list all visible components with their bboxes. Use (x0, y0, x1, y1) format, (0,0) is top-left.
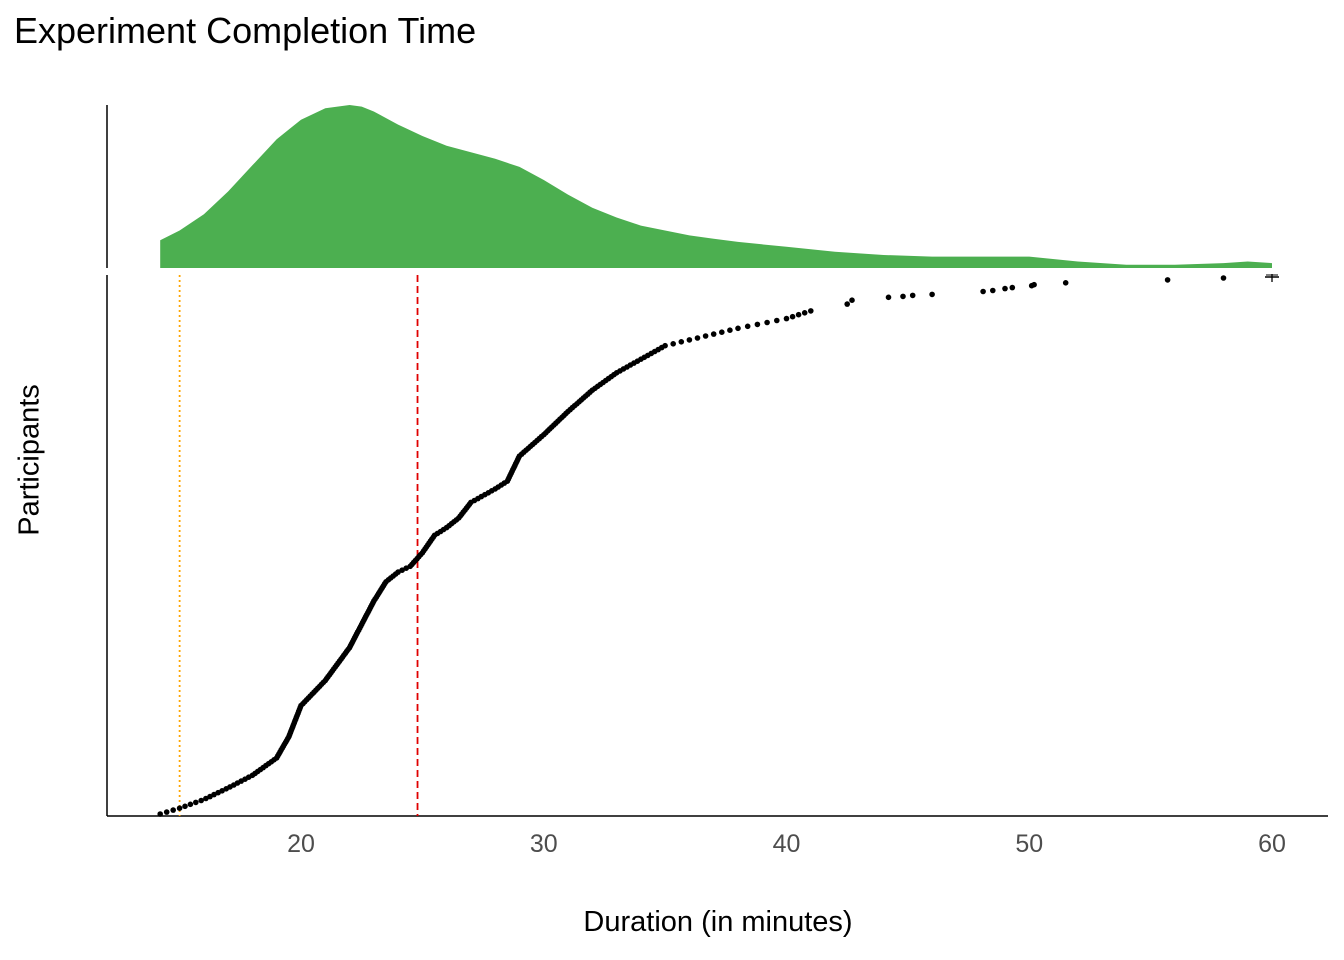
data-point (670, 341, 676, 347)
density-panel (106, 105, 1273, 268)
data-point (176, 805, 183, 811)
x-tick-label: 30 (530, 830, 558, 858)
data-point (1220, 275, 1227, 281)
chart-title: Experiment Completion Time (14, 10, 477, 51)
data-point (1062, 280, 1069, 286)
outlier-marker (1265, 274, 1279, 282)
data-point (909, 292, 916, 299)
data-point (849, 297, 855, 304)
data-point (182, 803, 188, 810)
scatter-panel: 20 30 40 50 60 (106, 274, 1328, 858)
data-point (719, 329, 725, 336)
data-point (754, 321, 761, 328)
data-point (764, 319, 770, 326)
data-point (980, 288, 986, 295)
data-point (1164, 277, 1171, 283)
data-point (710, 331, 717, 337)
data-point (808, 308, 814, 314)
data-point (844, 301, 850, 307)
data-point (727, 327, 733, 334)
data-point (187, 801, 194, 808)
x-tick-label: 50 (1015, 830, 1043, 858)
data-point (774, 317, 780, 324)
data-point (735, 325, 741, 332)
data-point (1031, 281, 1037, 288)
density-area (160, 105, 1273, 268)
data-point (163, 809, 170, 815)
data-point (783, 315, 790, 322)
data-point (193, 799, 199, 806)
data-point (795, 311, 802, 318)
data-point (686, 337, 693, 343)
x-tick-label: 40 (773, 830, 801, 858)
data-point (1009, 284, 1016, 291)
data-point (900, 293, 906, 300)
data-point (694, 335, 701, 341)
x-axis-label: Duration (in minutes) (583, 906, 853, 938)
data-point (801, 310, 808, 316)
data-point (702, 333, 709, 339)
data-point (990, 287, 996, 294)
data-point (170, 807, 176, 813)
data-point (662, 342, 668, 349)
data-point (744, 323, 751, 330)
data-point (929, 291, 935, 298)
data-point (885, 294, 892, 301)
data-point (157, 811, 163, 817)
data-point (198, 797, 204, 804)
x-tick-label: 20 (287, 830, 315, 858)
data-point (789, 313, 796, 320)
x-tick-label: 60 (1258, 830, 1286, 858)
data-point (678, 339, 685, 345)
data-point (1002, 285, 1008, 292)
